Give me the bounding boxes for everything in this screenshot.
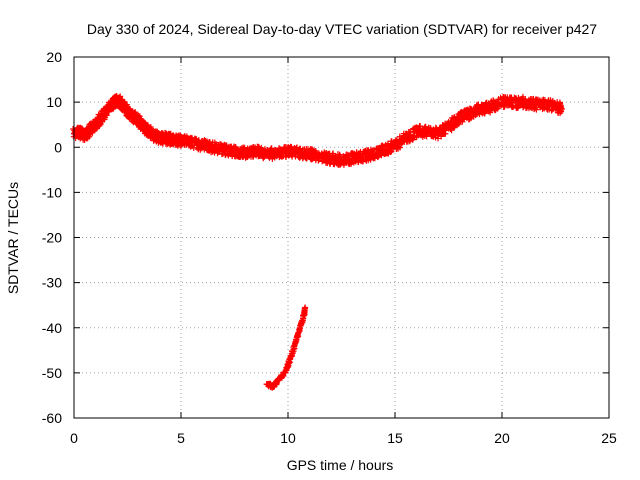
data-point-fill — [422, 123, 429, 130]
data-point-fill — [241, 144, 248, 151]
x-tick-label: 0 — [70, 430, 78, 446]
data-point-fill — [481, 109, 488, 116]
x-tick-label: 15 — [387, 430, 403, 446]
data-point — [558, 105, 565, 112]
x-axis-label: GPS time / hours — [287, 457, 394, 473]
data-point-fill — [301, 307, 308, 314]
data-point-fill — [558, 105, 565, 112]
data-point-fill — [452, 122, 459, 129]
data-point-fill — [374, 154, 381, 161]
series-2 — [263, 304, 309, 391]
y-axis-label: SDTVAR / TECUs — [5, 182, 21, 294]
data-point-fill — [244, 151, 251, 158]
data-point-fill — [103, 112, 110, 119]
data-point-fill — [344, 151, 351, 158]
data-point-fill — [427, 125, 434, 132]
data-point-fill — [260, 155, 267, 162]
data-point-fill — [273, 380, 280, 387]
chart-title: Day 330 of 2024, Sidereal Day-to-day VTE… — [87, 21, 597, 37]
x-tick-label: 5 — [177, 430, 185, 446]
data-point-fill — [280, 373, 287, 380]
data-point-fill — [451, 114, 458, 121]
data-point — [302, 304, 309, 311]
y-tick-label: -20 — [42, 230, 62, 246]
x-tick-label: 20 — [494, 430, 510, 446]
y-tick-label: 0 — [54, 139, 62, 155]
data-point-fill — [355, 159, 362, 166]
data-layer — [70, 93, 565, 391]
y-tick-label: -40 — [42, 320, 62, 336]
data-point-fill — [299, 318, 306, 325]
y-tick-label: -60 — [42, 410, 62, 426]
data-point-fill — [447, 125, 454, 132]
data-point-fill — [287, 143, 294, 150]
x-tick-label: 10 — [280, 430, 296, 446]
y-tick-label: 10 — [46, 94, 62, 110]
x-tick-label: 25 — [601, 430, 617, 446]
data-point-fill — [268, 145, 275, 152]
data-point-fill — [533, 106, 540, 113]
series-1 — [70, 93, 565, 168]
y-tick-label: 20 — [46, 49, 62, 65]
y-tick-label: -30 — [42, 275, 62, 291]
data-point-fill — [557, 101, 564, 108]
y-tick-label: -50 — [42, 365, 62, 381]
y-tick-label: -10 — [42, 184, 62, 200]
axis-layer: 0 5 10 15 20 25 -60 -50 -40 -30 -20 -10 0 10 20 — [42, 49, 617, 446]
data-point-fill — [356, 150, 363, 157]
